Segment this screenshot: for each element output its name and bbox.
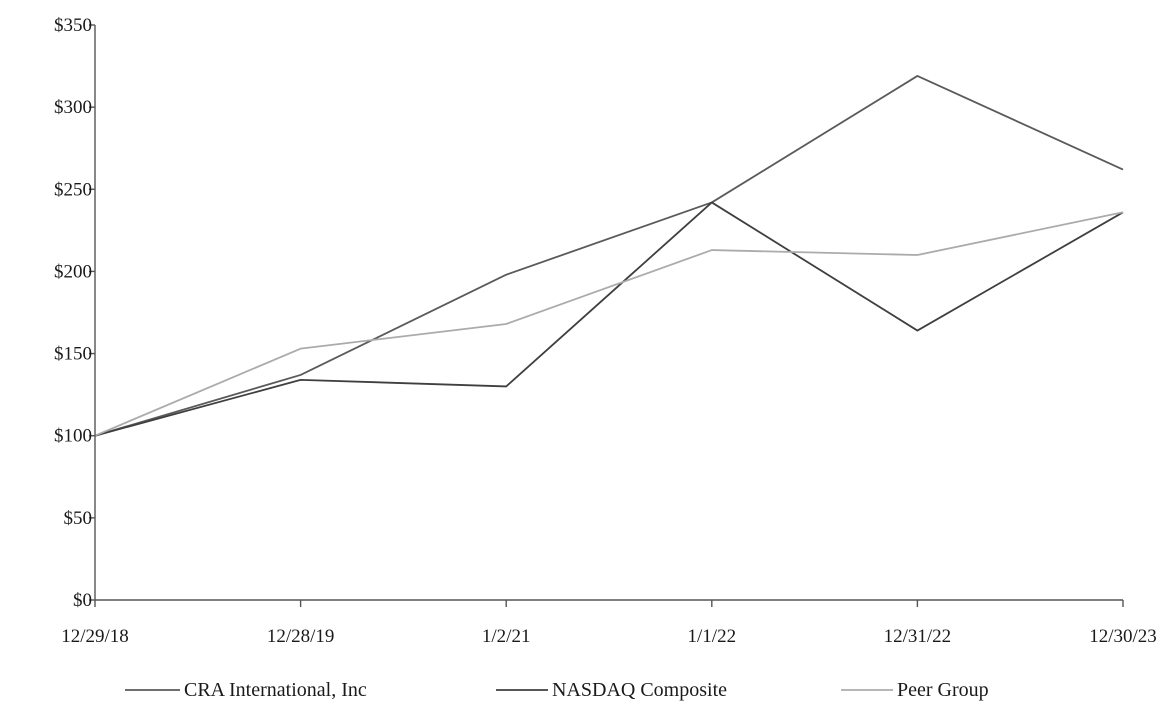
series-line-nasdaq-composite <box>94 201 1124 437</box>
series-line-cra-international-inc <box>94 75 1124 437</box>
legend-label: Peer Group <box>897 679 989 701</box>
x-tick-label: 1/2/21 <box>482 626 531 647</box>
x-tick-label: 12/29/18 <box>61 626 129 647</box>
legend: CRA International, Inc NASDAQ Composite Pe… <box>125 679 989 701</box>
series-lines <box>94 75 1124 437</box>
x-tick-label: 12/30/23 <box>1089 626 1157 647</box>
x-tick-label: 12/31/22 <box>884 626 952 647</box>
y-tick-label: $250 <box>54 179 92 200</box>
y-tick-label: $0 <box>73 590 92 611</box>
y-tick-label: $100 <box>54 426 92 447</box>
y-tick-label: $150 <box>54 344 92 365</box>
x-tick-label: 1/1/22 <box>688 626 737 647</box>
series-line-peer-group <box>94 211 1124 437</box>
x-axis-ticks: 12/29/18 12/28/19 1/2/21 1/1/22 12/31/22 12/3… <box>61 600 1157 647</box>
legend-label: CRA International, Inc <box>184 679 367 701</box>
y-tick-label: $300 <box>54 97 92 118</box>
legend-label: NASDAQ Composite <box>552 679 727 701</box>
y-tick-label: $350 <box>54 15 92 36</box>
y-tick-label: $50 <box>64 508 93 529</box>
y-tick-label: $200 <box>54 261 92 282</box>
x-tick-label: 12/28/19 <box>267 626 335 647</box>
y-axis-ticks: $0 $50 $100 $150 $200 $250 $300 $350 <box>54 15 95 611</box>
